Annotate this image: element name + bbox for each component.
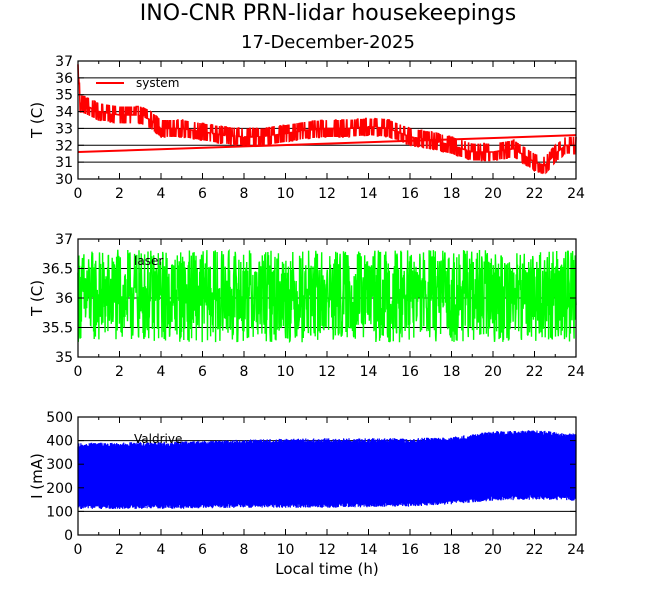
legend: Valdrive xyxy=(134,432,182,446)
series-line-system xyxy=(77,64,577,175)
y-tick-label: 300 xyxy=(46,457,73,473)
y-tick-label: 500 xyxy=(46,410,73,426)
x-tick-label: 10 xyxy=(277,364,295,380)
x-tick-label: 12 xyxy=(318,364,336,380)
y-axis-label: T (C) xyxy=(28,280,46,317)
x-tick-label: 18 xyxy=(443,542,461,558)
y-axis-label: I (mA) xyxy=(28,453,46,499)
x-tick-label: 2 xyxy=(115,542,124,558)
x-tick-label: 14 xyxy=(360,186,378,202)
x-tick-label: 0 xyxy=(74,186,83,202)
legend: system xyxy=(96,76,179,90)
x-tick-label: 2 xyxy=(115,364,124,380)
x-tick-label: 22 xyxy=(526,186,544,202)
x-tick-label: 12 xyxy=(318,542,336,558)
y-tick-label: 200 xyxy=(46,481,73,497)
x-tick-label: 4 xyxy=(157,542,166,558)
x-tick-label: 24 xyxy=(567,186,585,202)
x-tick-label: 14 xyxy=(360,364,378,380)
x-tick-label: 24 xyxy=(567,364,585,380)
x-tick-label: 10 xyxy=(277,542,295,558)
x-tick-label: 8 xyxy=(240,364,249,380)
y-tick-label: 34 xyxy=(55,105,73,121)
y-tick-label: 35 xyxy=(55,350,73,366)
series-laser xyxy=(77,248,577,344)
x-axis-label: Local time (h) xyxy=(275,560,379,578)
x-tick-label: 18 xyxy=(443,364,461,380)
x-tick-label: 20 xyxy=(484,186,502,202)
y-tick-label: 36.5 xyxy=(42,262,73,278)
x-tick-label: 24 xyxy=(567,542,585,558)
legend-label-laser: laser xyxy=(134,254,163,268)
y-tick-label: 31 xyxy=(55,155,73,171)
x-tick-label: 22 xyxy=(526,542,544,558)
x-tick-label: 20 xyxy=(484,542,502,558)
series-system xyxy=(77,64,577,175)
x-tick-label: 6 xyxy=(198,364,207,380)
legend: laser xyxy=(134,254,163,268)
y-tick-label: 36 xyxy=(55,291,73,307)
x-tick-label: 0 xyxy=(74,364,83,380)
x-tick-label: 12 xyxy=(318,186,336,202)
series-line-laser xyxy=(77,248,577,344)
x-tick-label: 10 xyxy=(277,186,295,202)
y-tick-label: 35 xyxy=(55,88,73,104)
series-return-line-system xyxy=(77,134,577,154)
x-tick-label: 8 xyxy=(240,542,249,558)
x-tick-label: 2 xyxy=(115,186,124,202)
y-tick-label: 37 xyxy=(55,232,73,248)
y-tick-label: 0 xyxy=(64,528,73,544)
x-tick-label: 20 xyxy=(484,364,502,380)
y-tick-label: 32 xyxy=(55,138,73,154)
y-tick-label: 30 xyxy=(55,172,73,188)
x-tick-label: 4 xyxy=(157,364,166,380)
x-tick-label: 16 xyxy=(401,364,419,380)
chart-subtitle: 17-December-2025 xyxy=(241,32,415,53)
y-tick-label: 35.5 xyxy=(42,321,73,337)
x-tick-label: 16 xyxy=(401,186,419,202)
chart-title: INO-CNR PRN-lidar housekeepings xyxy=(140,1,516,26)
y-tick-label: 36 xyxy=(55,71,73,87)
y-tick-label: 100 xyxy=(46,504,73,520)
x-tick-label: 16 xyxy=(401,542,419,558)
x-tick-label: 14 xyxy=(360,542,378,558)
x-tick-label: 4 xyxy=(157,186,166,202)
y-tick-label: 33 xyxy=(55,121,73,137)
y-tick-label: 400 xyxy=(46,434,73,450)
x-tick-label: 22 xyxy=(526,364,544,380)
x-tick-label: 8 xyxy=(240,186,249,202)
series-Valdrive xyxy=(77,430,577,510)
x-tick-label: 18 xyxy=(443,186,461,202)
x-tick-label: 6 xyxy=(198,186,207,202)
y-tick-label: 37 xyxy=(55,54,73,70)
y-axis-label: T (C) xyxy=(28,102,46,139)
legend-label-Valdrive: Valdrive xyxy=(134,432,182,446)
x-tick-label: 6 xyxy=(198,542,207,558)
series-line-Valdrive xyxy=(77,430,577,510)
x-tick-label: 0 xyxy=(74,542,83,558)
legend-label-system: system xyxy=(136,76,179,90)
